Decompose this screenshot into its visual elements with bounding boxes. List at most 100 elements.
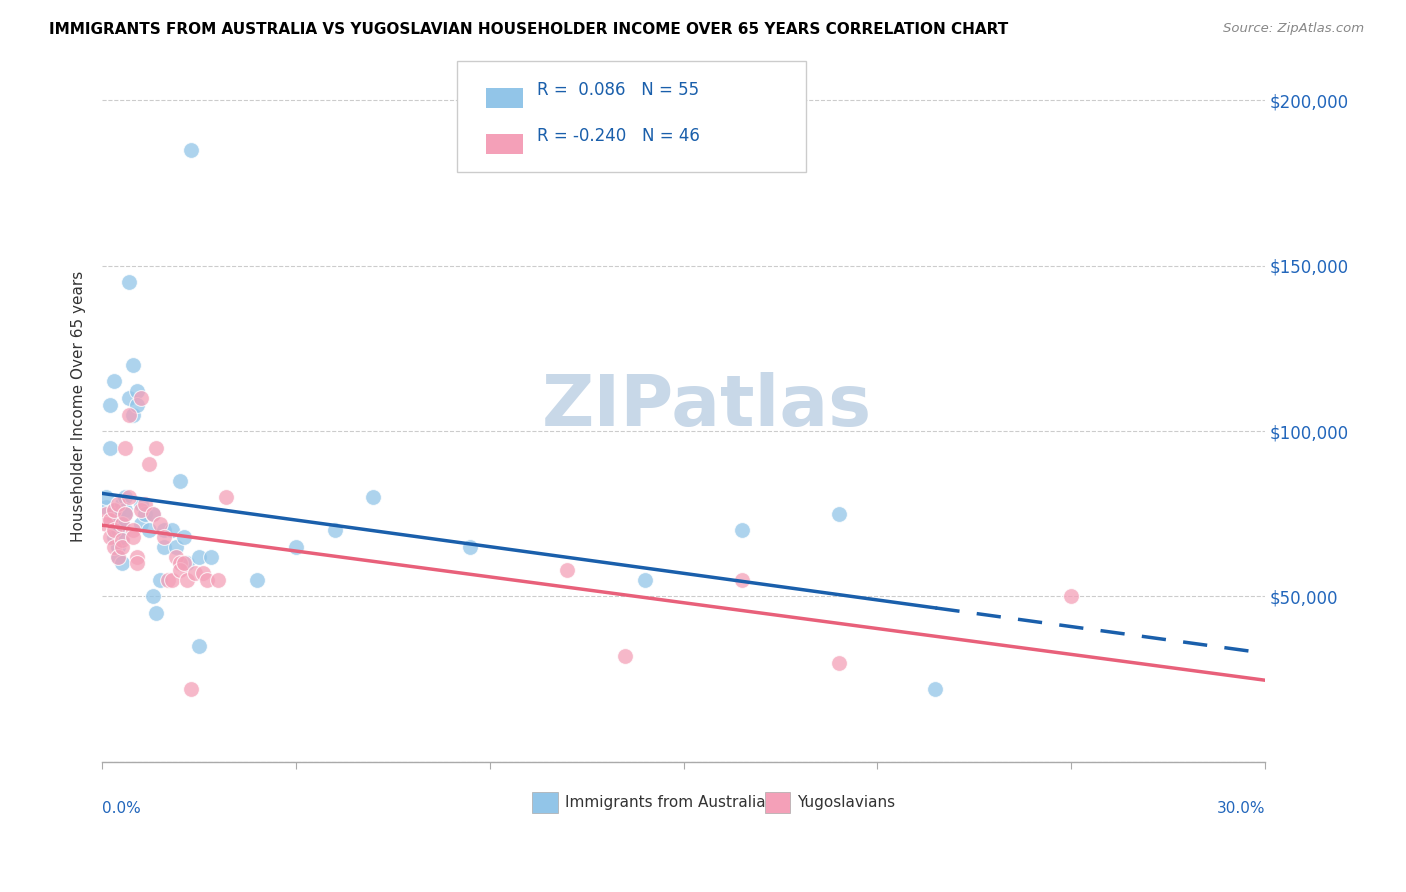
Point: [138, 457, 160, 471]
Point: [127, 549, 149, 564]
Text: IMMIGRANTS FROM AUSTRALIA VS YUGOSLAVIAN HOUSEHOLDER INCOME OVER 65 YEARS CORREL: IMMIGRANTS FROM AUSTRALIA VS YUGOSLAVIAN…: [49, 22, 1008, 37]
Text: Source: ZipAtlas.com: Source: ZipAtlas.com: [1223, 22, 1364, 36]
Point: [114, 507, 136, 521]
Point: [153, 540, 176, 554]
Point: [191, 566, 214, 581]
Point: [160, 523, 183, 537]
Bar: [533, 792, 558, 813]
Point: [153, 530, 176, 544]
Point: [107, 523, 129, 537]
Point: [114, 507, 136, 521]
Point: [145, 441, 167, 455]
Point: [127, 557, 149, 571]
Point: [103, 503, 125, 517]
Point: [176, 557, 198, 571]
Point: [169, 557, 191, 571]
Point: [107, 549, 129, 564]
Point: [134, 507, 156, 521]
Point: [176, 573, 198, 587]
Point: [127, 398, 149, 412]
Point: [145, 606, 167, 620]
Point: [180, 681, 202, 696]
Text: ZIPatlas: ZIPatlas: [541, 372, 872, 441]
Text: Immigrants from Australia: Immigrants from Australia: [565, 795, 765, 810]
Point: [138, 523, 160, 537]
Point: [114, 503, 136, 517]
Point: [165, 549, 187, 564]
Point: [129, 497, 152, 511]
Point: [169, 474, 191, 488]
Point: [114, 441, 136, 455]
Text: Yugoslavians: Yugoslavians: [797, 795, 896, 810]
Point: [107, 540, 129, 554]
Point: [114, 490, 136, 504]
Point: [200, 549, 222, 564]
Point: [118, 408, 141, 422]
Point: [107, 497, 129, 511]
Point: [180, 143, 202, 157]
Point: [157, 573, 180, 587]
Point: [142, 590, 165, 604]
Point: [110, 516, 132, 531]
Y-axis label: Householder Income Over 65 years: Householder Income Over 65 years: [72, 270, 86, 541]
Point: [98, 441, 121, 455]
Point: [122, 358, 145, 372]
Point: [165, 540, 187, 554]
Point: [103, 523, 125, 537]
Point: [160, 573, 183, 587]
Point: [103, 507, 125, 521]
Point: [107, 507, 129, 521]
Point: [184, 566, 207, 581]
Text: 30.0%: 30.0%: [1216, 801, 1265, 816]
Point: [94, 490, 117, 504]
Point: [103, 530, 125, 544]
Point: [207, 573, 229, 587]
Point: [188, 639, 211, 653]
Point: [129, 503, 152, 517]
Point: [614, 648, 637, 663]
Point: [153, 523, 176, 537]
Point: [107, 549, 129, 564]
Point: [122, 408, 145, 422]
Point: [149, 573, 172, 587]
Point: [103, 375, 125, 389]
Point: [555, 563, 578, 577]
Point: [173, 557, 195, 571]
Point: [215, 490, 238, 504]
Text: R =  0.086   N = 55: R = 0.086 N = 55: [537, 81, 699, 99]
Point: [110, 557, 132, 571]
Point: [118, 490, 141, 504]
Point: [195, 573, 218, 587]
Point: [188, 549, 211, 564]
Point: [173, 530, 195, 544]
FancyBboxPatch shape: [486, 135, 523, 153]
Point: [118, 275, 141, 289]
Point: [122, 523, 145, 537]
Point: [1060, 590, 1083, 604]
Point: [363, 490, 385, 504]
Point: [827, 507, 849, 521]
Point: [169, 563, 191, 577]
Point: [107, 516, 129, 531]
Point: [149, 516, 172, 531]
Point: [110, 530, 132, 544]
Bar: [765, 792, 790, 813]
Point: [924, 681, 946, 696]
Point: [122, 530, 145, 544]
Point: [110, 516, 132, 531]
Point: [94, 516, 117, 531]
Point: [94, 507, 117, 521]
Point: [110, 533, 132, 548]
Point: [634, 573, 657, 587]
Point: [110, 540, 132, 554]
Point: [730, 573, 752, 587]
Point: [98, 530, 121, 544]
Point: [98, 513, 121, 527]
Point: [323, 523, 346, 537]
Point: [129, 391, 152, 405]
Point: [129, 516, 152, 531]
Point: [460, 540, 482, 554]
Point: [103, 503, 125, 517]
FancyBboxPatch shape: [486, 88, 523, 108]
Point: [142, 507, 165, 521]
